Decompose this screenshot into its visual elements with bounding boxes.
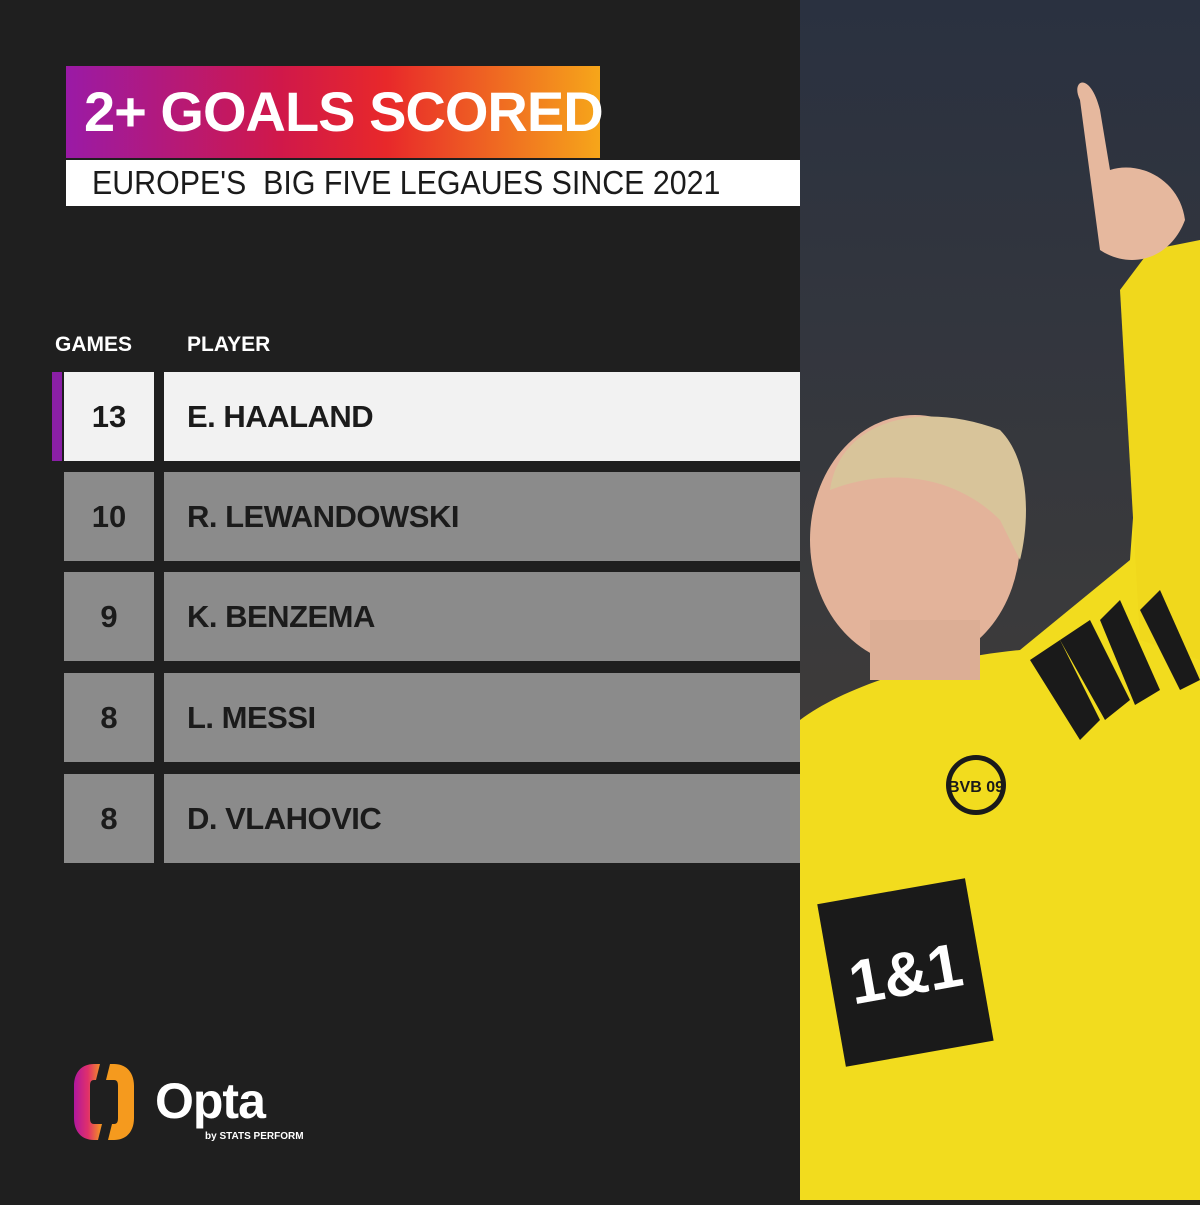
brand-name: Opta <box>155 1073 266 1129</box>
left-panel: 2+ GOALS SCORED EUROPE'S BIG FIVE LEGAUE… <box>52 66 814 1142</box>
player-cell: K. BENZEMA <box>164 572 800 661</box>
subtitle-banner: EUROPE'S BIG FIVE LEGAUES SINCE 2021 <box>66 160 814 206</box>
crest-text: BVB 09 <box>948 779 1004 796</box>
opta-logo-icon <box>74 1064 134 1140</box>
table-row: 9 K. BENZEMA <box>64 572 800 661</box>
page-title: 2+ GOALS SCORED <box>84 80 604 143</box>
games-cell: 10 <box>64 472 154 561</box>
header-player: PLAYER <box>187 333 271 356</box>
highlight-bar <box>52 372 62 461</box>
player-cell: D. VLAHOVIC <box>164 774 800 863</box>
table-row: 10 R. LEWANDOWSKI <box>64 472 800 561</box>
games-cell: 8 <box>64 673 154 762</box>
player-cell: L. MESSI <box>164 673 800 762</box>
table-row: 8 L. MESSI <box>64 673 800 762</box>
sponsor-badge <box>817 878 994 1067</box>
title-banner: 2+ GOALS SCORED <box>66 66 604 158</box>
page-subtitle: EUROPE'S BIG FIVE LEGAUES SINCE 2021 <box>92 164 721 201</box>
games-cell: 8 <box>64 774 154 863</box>
table-row: 13 E. HAALAND <box>52 372 800 461</box>
table-row: 8 D. VLAHOVIC <box>64 774 800 863</box>
player-cell: R. LEWANDOWSKI <box>164 472 800 561</box>
games-cell: 13 <box>64 372 154 461</box>
header-games: GAMES <box>55 333 133 356</box>
games-cell: 9 <box>64 572 154 661</box>
player-cell: E. HAALAND <box>164 372 800 461</box>
player-photo: 1&1 BVB 09 <box>800 0 1200 1200</box>
brand-tagline: by STATS PERFORM <box>205 1131 304 1142</box>
